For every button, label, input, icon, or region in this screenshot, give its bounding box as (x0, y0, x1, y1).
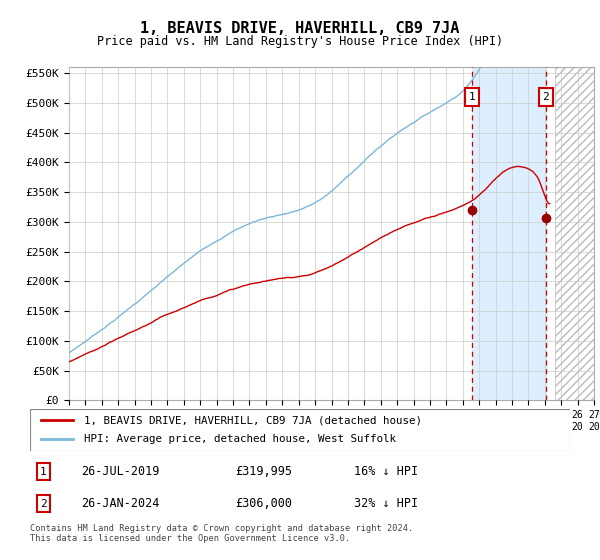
Text: 16% ↓ HPI: 16% ↓ HPI (354, 465, 418, 478)
Text: Contains HM Land Registry data © Crown copyright and database right 2024.
This d: Contains HM Land Registry data © Crown c… (30, 524, 413, 543)
Text: 1: 1 (40, 466, 47, 477)
Text: £306,000: £306,000 (235, 497, 292, 510)
Text: £319,995: £319,995 (235, 465, 292, 478)
Text: HPI: Average price, detached house, West Suffolk: HPI: Average price, detached house, West… (84, 435, 396, 445)
Text: 1, BEAVIS DRIVE, HAVERHILL, CB9 7JA: 1, BEAVIS DRIVE, HAVERHILL, CB9 7JA (140, 21, 460, 36)
Text: 32% ↓ HPI: 32% ↓ HPI (354, 497, 418, 510)
Text: 26-JUL-2019: 26-JUL-2019 (82, 465, 160, 478)
Text: 2: 2 (542, 92, 550, 102)
Text: 1: 1 (469, 92, 475, 102)
Text: 26-JAN-2024: 26-JAN-2024 (82, 497, 160, 510)
Bar (472, 67, 546, 400)
Text: 2: 2 (40, 499, 47, 509)
Text: 1, BEAVIS DRIVE, HAVERHILL, CB9 7JA (detached house): 1, BEAVIS DRIVE, HAVERHILL, CB9 7JA (det… (84, 415, 422, 425)
Text: Price paid vs. HM Land Registry's House Price Index (HPI): Price paid vs. HM Land Registry's House … (97, 35, 503, 48)
